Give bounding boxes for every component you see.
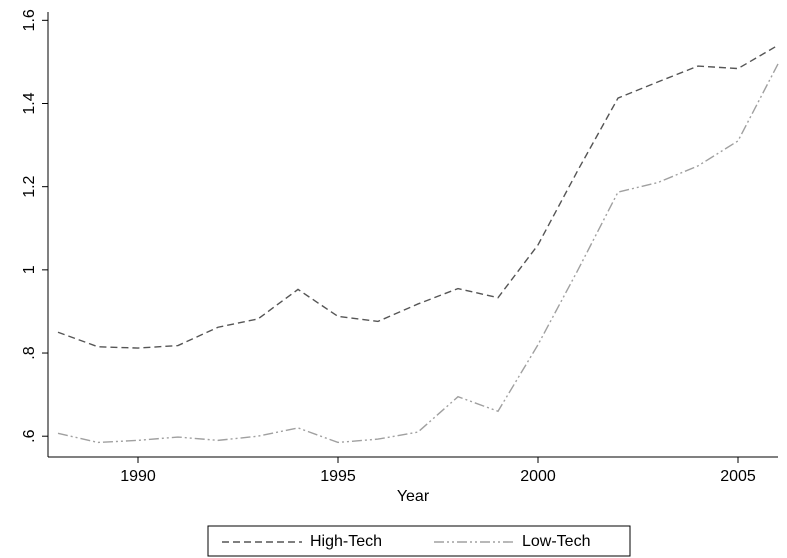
x-axis-label: Year — [397, 488, 430, 505]
y-tick-label: .8 — [21, 346, 38, 359]
x-tick-label: 1990 — [120, 468, 156, 485]
y-tick-label: 1 — [21, 265, 38, 274]
legend-label: High-Tech — [310, 533, 382, 550]
legend-box — [207, 525, 631, 557]
x-tick-label: 2000 — [520, 468, 556, 485]
line-series — [57, 63, 779, 444]
x-tick-label: 2005 — [720, 468, 756, 485]
y-tick-label: .6 — [21, 429, 38, 442]
line-series — [57, 44, 779, 349]
x-tick-label: 1995 — [320, 468, 356, 485]
y-tick-label: 1.2 — [21, 175, 38, 197]
legend-label: Low-Tech — [522, 533, 590, 550]
y-tick-label: 1.4 — [21, 92, 38, 114]
y-tick-label: 1.6 — [21, 9, 38, 31]
